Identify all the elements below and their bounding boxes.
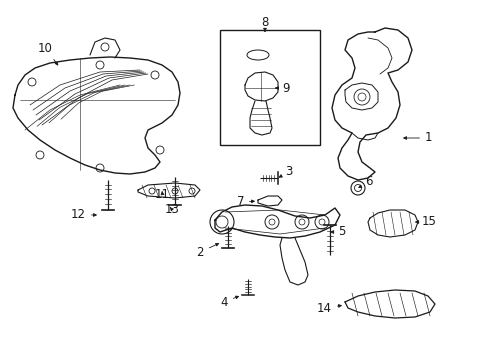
Text: 1: 1 (403, 131, 431, 144)
Text: 14: 14 (316, 301, 341, 315)
Text: 3: 3 (279, 166, 292, 179)
Text: 6: 6 (358, 175, 372, 189)
Text: 4: 4 (220, 296, 238, 309)
Text: 5: 5 (330, 225, 345, 238)
Text: 13: 13 (164, 203, 180, 216)
Text: 11: 11 (155, 189, 170, 202)
Text: 8: 8 (261, 15, 268, 31)
Bar (220, 30, 319, 145)
Text: 12: 12 (71, 208, 96, 221)
Text: 7: 7 (236, 195, 254, 208)
Text: 15: 15 (415, 216, 436, 229)
Text: 10: 10 (38, 41, 58, 65)
Text: 2: 2 (196, 243, 218, 258)
Text: 9: 9 (275, 81, 289, 94)
